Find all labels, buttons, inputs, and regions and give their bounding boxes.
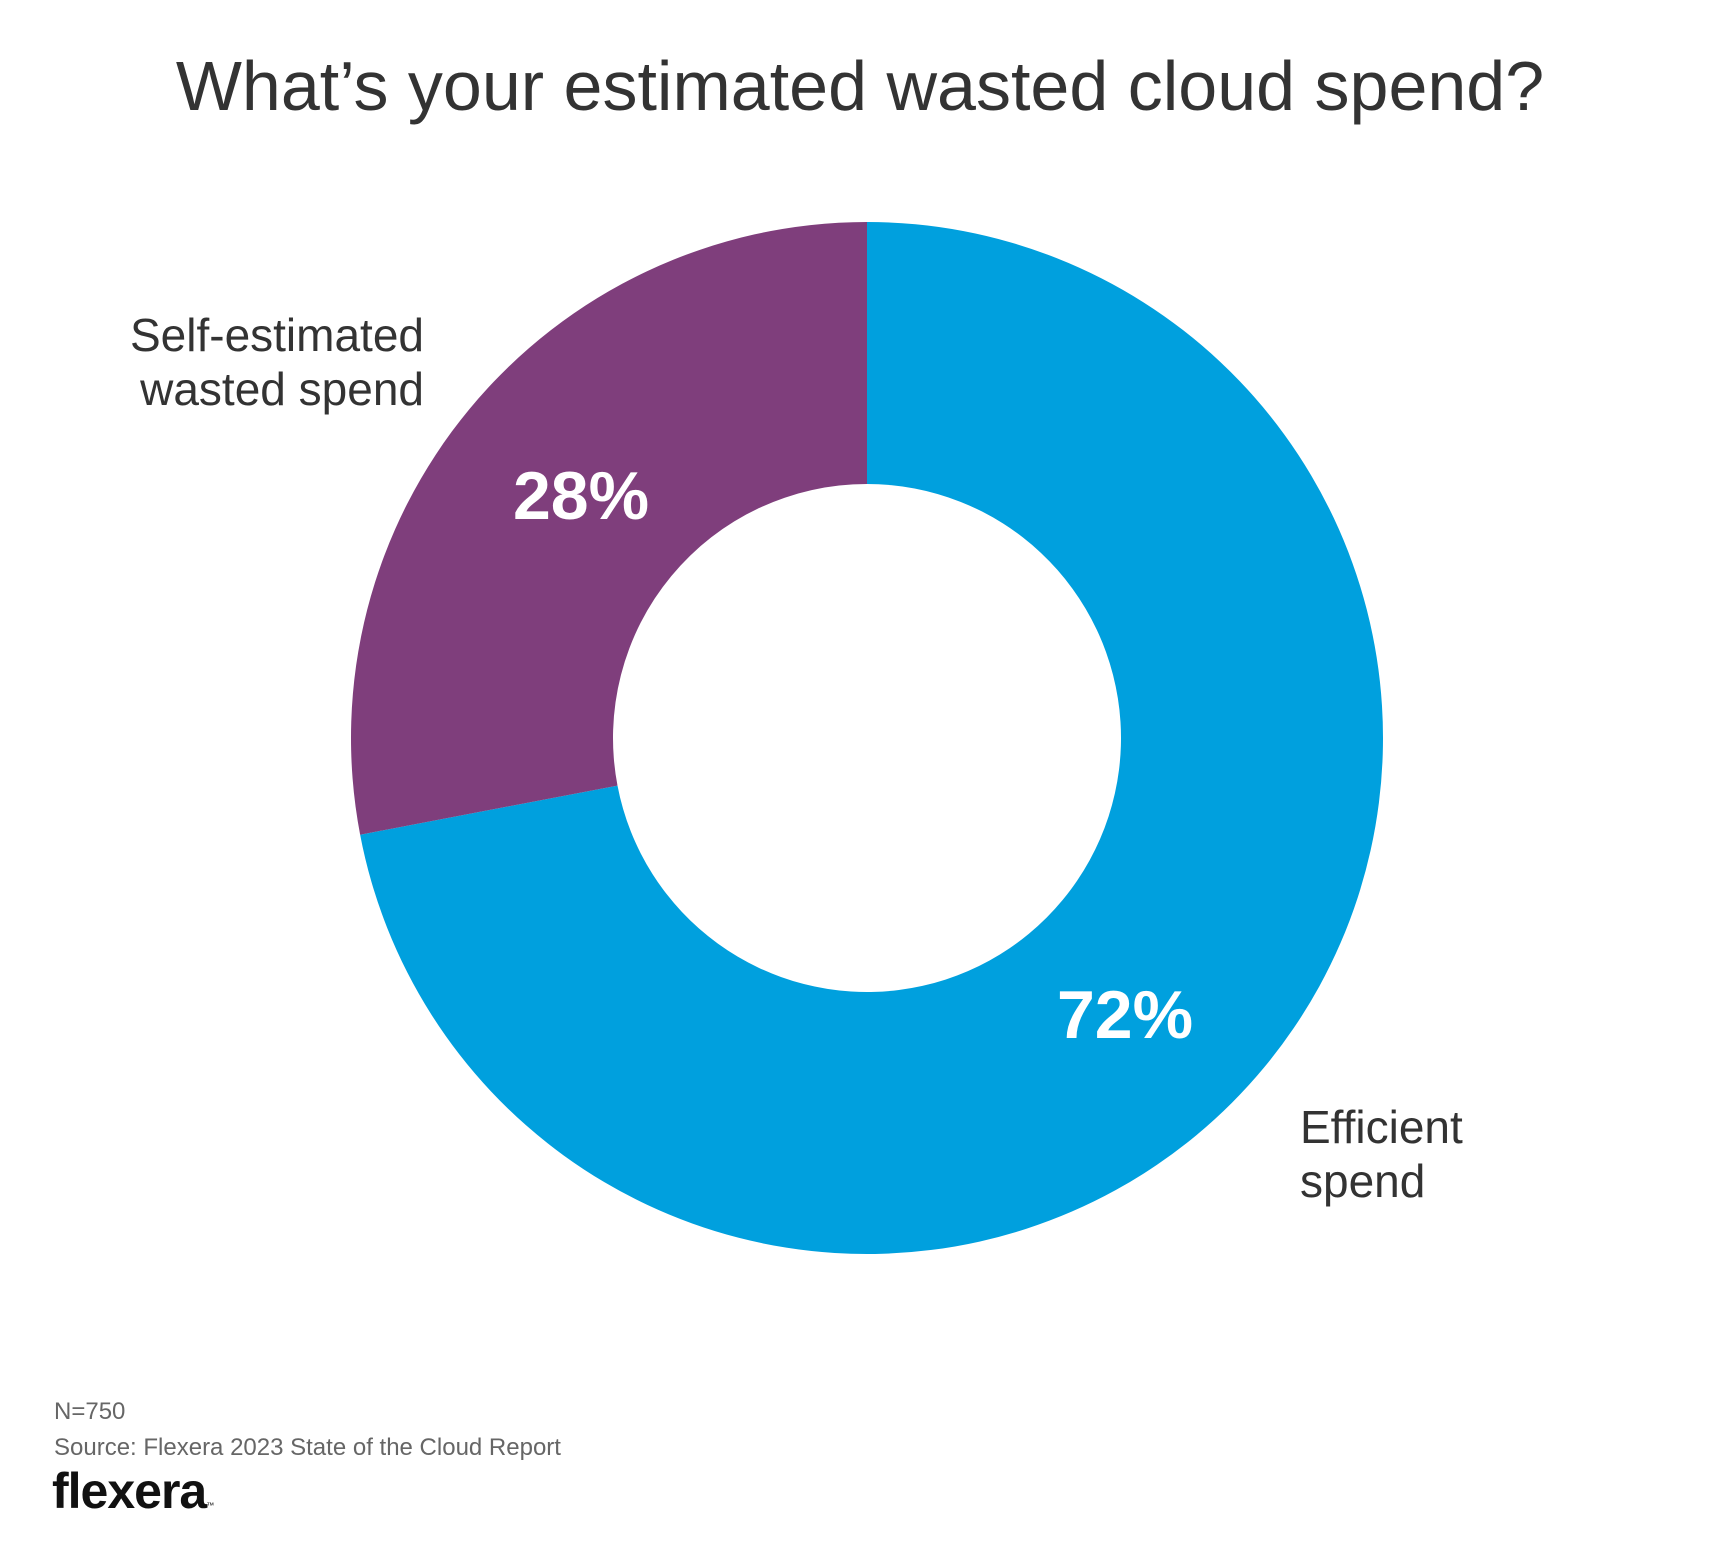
label-line: Self-estimated [129, 309, 424, 361]
sample-size: N=750 [54, 1398, 126, 1425]
category-label-wasted: Self-estimated wasted spend [130, 308, 424, 416]
category-label-efficient: Efficient spend [1300, 1100, 1463, 1208]
logo-tm: ™ [206, 1501, 214, 1510]
label-line: Efficient [1300, 1101, 1463, 1153]
source-note: Source: Flexera 2023 State of the Cloud … [54, 1434, 561, 1461]
logo-text: flexera [52, 1463, 207, 1519]
data-label-wasted: 28% [512, 458, 650, 534]
data-label-efficient: 72% [1056, 977, 1194, 1053]
chart-title: What’s your estimated wasted cloud spend… [175, 47, 1545, 125]
donut-slice-wasted [350, 222, 867, 835]
label-line: wasted spend [140, 363, 424, 415]
donut-slice-efficient [360, 222, 1384, 1254]
footer: N=750 Source: Flexera 2023 State of the … [54, 1394, 561, 1466]
flexera-logo: flexera™ [52, 1462, 214, 1520]
label-line: spend [1300, 1155, 1426, 1207]
